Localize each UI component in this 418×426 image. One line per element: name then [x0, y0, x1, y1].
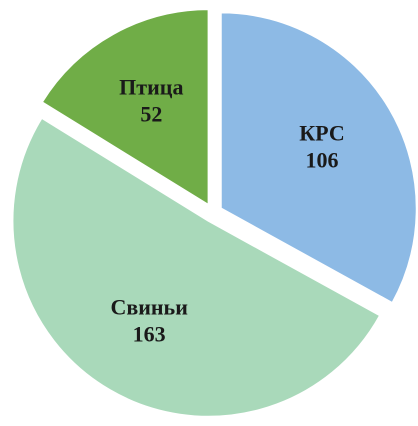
pie-slice: [219, 11, 418, 305]
pie-slice: [40, 8, 210, 207]
slice-label: Свиньи: [110, 294, 188, 319]
pie-slice: [11, 116, 382, 418]
slice-value: 52: [140, 101, 162, 126]
slice-label: Птица: [119, 74, 183, 99]
slice-value: 106: [306, 148, 339, 173]
slice-label: КРС: [299, 121, 345, 146]
slice-value: 163: [133, 321, 166, 346]
